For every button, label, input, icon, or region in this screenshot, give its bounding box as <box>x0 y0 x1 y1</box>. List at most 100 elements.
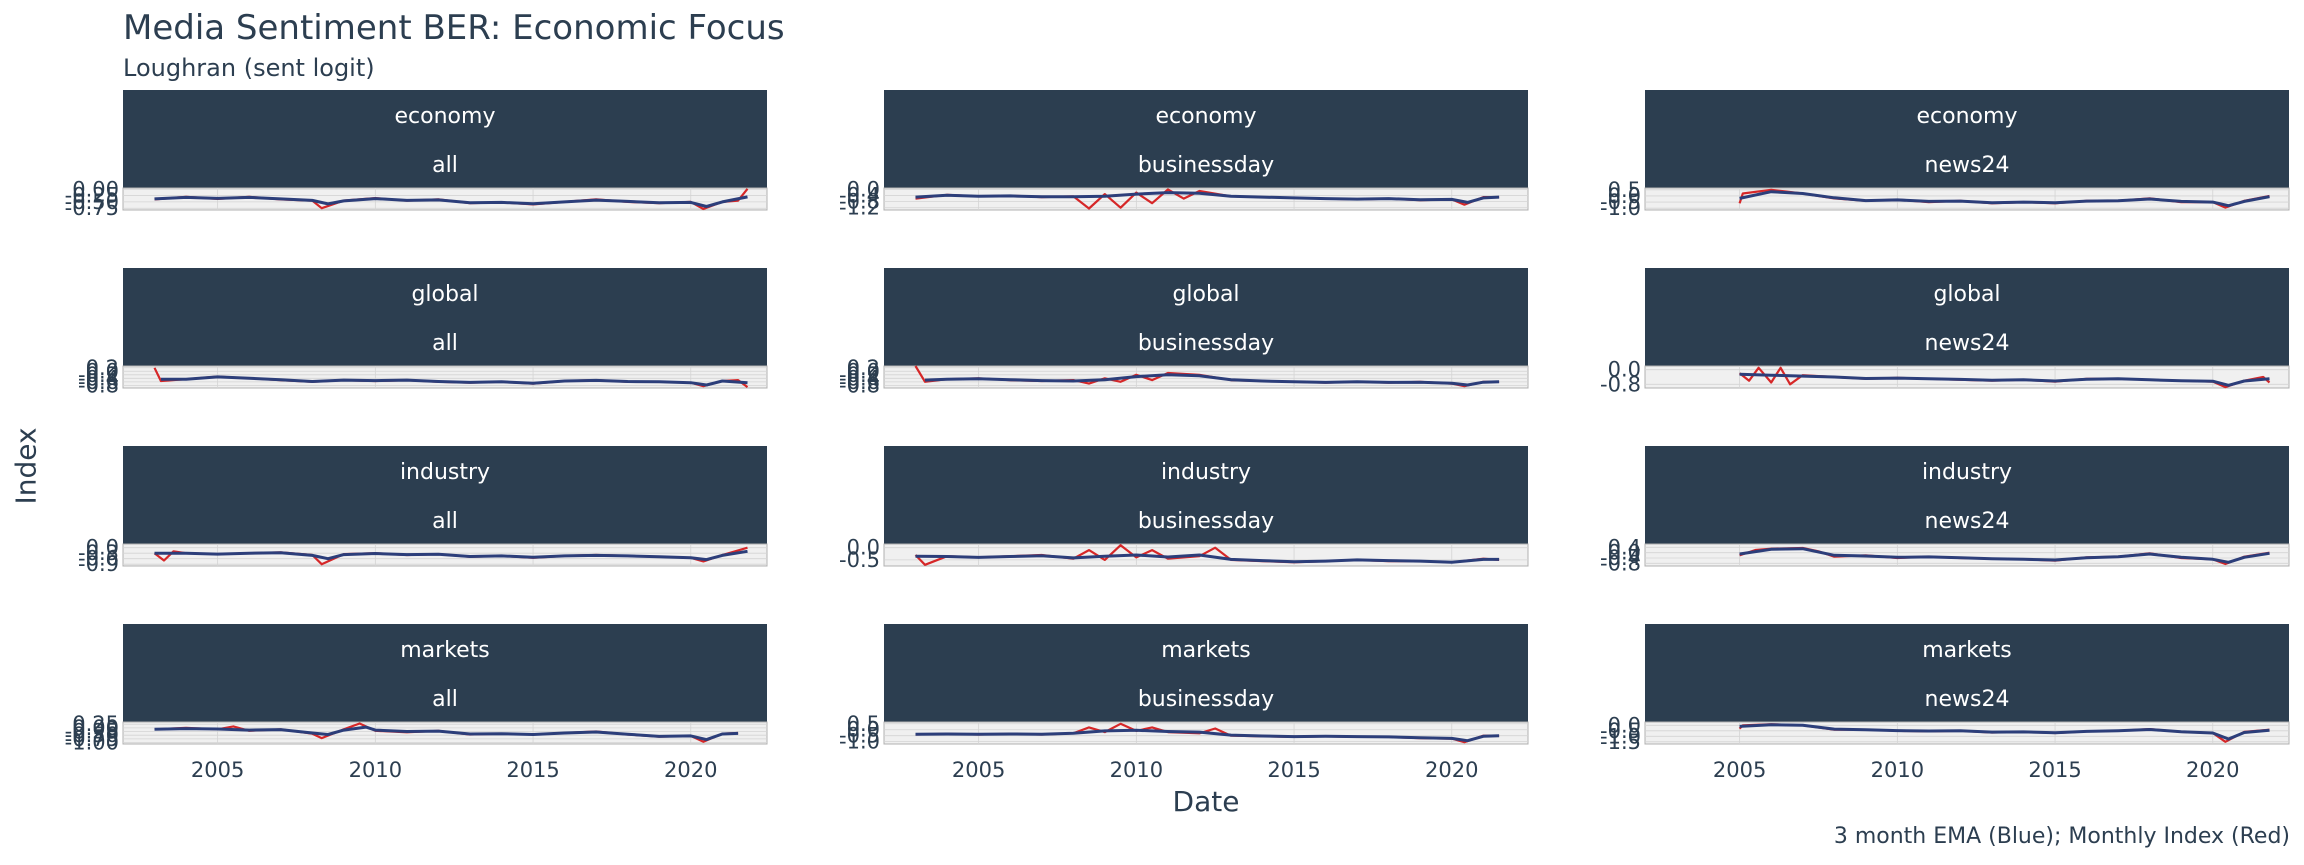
y-tick-label: -0.2 <box>839 363 880 387</box>
x-tick-label: 2010 <box>349 758 402 782</box>
ema-line <box>154 549 748 562</box>
y-tick-label: -0.50 <box>65 190 119 214</box>
facet-strip <box>1645 268 2289 366</box>
ema-line <box>1739 372 2270 387</box>
y-tick-label: -0.8 <box>78 373 119 397</box>
y-tick-label: 0.2 <box>847 356 880 380</box>
y-tick-label: 0.25 <box>72 712 119 736</box>
facet-strip <box>884 624 1528 722</box>
facet-strip <box>123 446 767 544</box>
y-tick-label: 0.00 <box>72 716 119 740</box>
y-tick-label: -0.4 <box>78 366 119 390</box>
facet-strip-source: businessday <box>1138 687 1274 712</box>
y-tick-label: -1.00 <box>65 731 119 755</box>
x-tick-label: 2020 <box>664 758 717 782</box>
y-tick-label: -1.5 <box>1600 730 1641 754</box>
facet-strip <box>1645 90 2289 188</box>
y-tick-label: -1.0 <box>839 730 880 754</box>
y-tick-label: -0.50 <box>65 723 119 747</box>
panel-background <box>883 187 1529 211</box>
chart-caption: 3 month EMA (Blue); Monthly Index (Red) <box>1833 824 2290 849</box>
ema-line <box>915 191 1500 204</box>
ema-line <box>154 725 739 742</box>
facet-strip <box>123 90 767 188</box>
chart-title: Media Sentiment BER: Economic Focus <box>123 8 785 48</box>
y-tick-label: -1.2 <box>839 196 880 220</box>
x-tick-label: 2015 <box>506 758 559 782</box>
facet-strip-source: news24 <box>1925 331 2010 356</box>
facet-strip-topic: industry <box>1922 460 2012 485</box>
facet-strip <box>1645 446 2289 544</box>
y-tick-label: -0.75 <box>65 196 119 220</box>
y-tick-label: -0.9 <box>78 552 119 576</box>
y-tick-label: 0.5 <box>847 712 880 736</box>
facet-strip-topic: global <box>1933 282 2000 307</box>
facet-strip-topic: markets <box>400 638 490 663</box>
y-tick-label: 0.0 <box>1608 184 1641 208</box>
y-tick-label: -1.0 <box>1600 724 1641 748</box>
y-tick-label: 0.00 <box>72 177 119 201</box>
facet-strip-source: news24 <box>1925 687 2010 712</box>
facet-strip-source: news24 <box>1925 509 2010 534</box>
ema-line <box>1739 190 2270 208</box>
x-tick-label: 2010 <box>1871 758 1924 782</box>
ema-line <box>915 728 1500 743</box>
x-tick-label: 2005 <box>191 758 244 782</box>
y-tick-label: -0.5 <box>1600 190 1641 214</box>
facet-strip-source: news24 <box>1925 153 2010 178</box>
facet-strip-topic: markets <box>1161 638 1251 663</box>
facet-strip-source: businessday <box>1138 509 1274 534</box>
facet-strip-topic: global <box>411 282 478 307</box>
y-tick-label: -0.6 <box>78 370 119 394</box>
facet-strip-topic: economy <box>395 104 496 129</box>
y-tick-label: -0.75 <box>65 727 119 751</box>
ema-line <box>915 553 1500 564</box>
y-tick-label: 0.0 <box>847 178 880 202</box>
y-tick-label: 0.0 <box>1608 358 1641 382</box>
x-tick-label: 2015 <box>2028 758 2081 782</box>
facet-strip-topic: economy <box>1917 104 2018 129</box>
y-tick-label: -0.5 <box>839 548 880 572</box>
facet-strip <box>884 268 1528 366</box>
ema-line <box>1739 547 2270 564</box>
y-tick-label: -0.6 <box>839 370 880 394</box>
y-tick-label: -0.8 <box>839 373 880 397</box>
facet-strip-source: all <box>432 687 458 712</box>
y-tick-label: 0.0 <box>847 536 880 560</box>
y-tick-label: -0.25 <box>65 720 119 744</box>
y-tick-label: 0.2 <box>86 356 119 380</box>
x-axis-title: Date <box>1172 785 1240 818</box>
y-tick-label: -0.2 <box>78 363 119 387</box>
y-tick-label: -0.4 <box>839 366 880 390</box>
x-tick-label: 2015 <box>1267 758 1320 782</box>
facet-strip-topic: industry <box>400 460 490 485</box>
x-tick-label: 2005 <box>1713 758 1766 782</box>
y-tick-label: -0.25 <box>65 184 119 208</box>
facet-strip <box>123 624 767 722</box>
y-tick-label: 0.4 <box>1608 535 1641 559</box>
y-tick-label: -1.0 <box>1600 196 1641 220</box>
facet-strip <box>1645 624 2289 722</box>
ema-line <box>924 373 1500 387</box>
y-tick-label: -0.5 <box>839 724 880 748</box>
ema-line <box>154 195 748 208</box>
facet-strip-topic: markets <box>1922 638 2012 663</box>
y-tick-label: -0.6 <box>78 547 119 571</box>
facet-strip-source: all <box>432 509 458 534</box>
y-tick-label: -0.8 <box>839 190 880 214</box>
y-tick-label: -0.3 <box>78 541 119 565</box>
facet-strip-source: all <box>432 331 458 356</box>
facet-strip-topic: industry <box>1161 460 1251 485</box>
facet-strip-topic: global <box>1172 282 1239 307</box>
facet-strip-source: all <box>432 153 458 178</box>
facet-strip-topic: economy <box>1156 104 1257 129</box>
facet-strip <box>884 90 1528 188</box>
y-tick-label: 0.0 <box>1608 541 1641 565</box>
facet-strip <box>884 446 1528 544</box>
x-tick-label: 2020 <box>2186 758 2239 782</box>
y-tick-label: 0.0 <box>847 359 880 383</box>
y-tick-label: -0.5 <box>1600 719 1641 743</box>
x-tick-label: 2005 <box>952 758 1005 782</box>
facet-strip-source: businessday <box>1138 331 1274 356</box>
